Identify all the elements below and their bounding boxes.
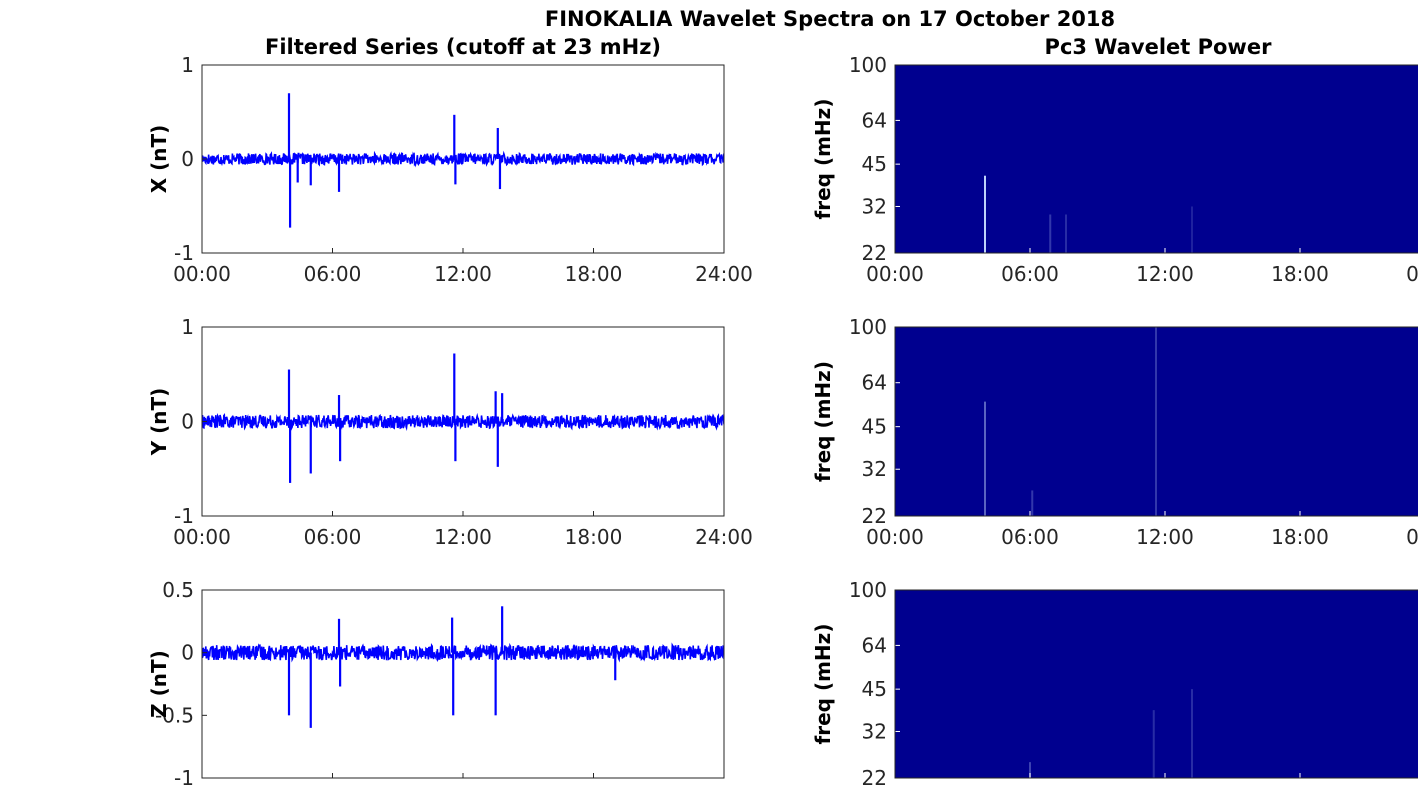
y-tick-label: 64 — [862, 371, 887, 395]
y-axis-label: Z (nT) — [147, 650, 171, 718]
power-feature-0 — [984, 401, 986, 516]
y-tick-label: 1 — [181, 315, 194, 339]
x-tick-label: 06:00 — [1001, 262, 1059, 286]
y-tick-label: 1 — [181, 53, 194, 77]
panels: -1 0 1 X (nT) 00:00 06:00 12:00 18:00 24:00 -1 0 1 Y… — [147, 53, 1418, 788]
figure-title: FINOKALIA Wavelet Spectra on 17 October … — [545, 7, 1115, 31]
panel-filtered-z: -1 -0.5 0 0.5 Z (nT) — [147, 578, 725, 788]
panel-power-y: 22 32 45 64 100 freq (mHz) 00:00 06:00 12:00 18:0… — [811, 315, 1418, 549]
power-feature-2 — [1191, 689, 1193, 778]
y-tick-label: -0.5 — [155, 703, 194, 727]
y-tick-label: 32 — [862, 719, 887, 743]
y-axis-label: Y (nT) — [147, 388, 171, 457]
y-tick-label: 45 — [862, 152, 887, 176]
power-feature-3 — [1191, 206, 1193, 253]
panel-power-x: 22 32 45 64 100 freq (mHz) 00:00 06:00 12:00 18:0… — [811, 53, 1418, 286]
y-axis-label: freq (mHz) — [811, 624, 835, 745]
y-tick-label: 100 — [849, 53, 887, 77]
y-tick-label: 32 — [862, 457, 887, 481]
x-tick-label: 00:00 — [866, 525, 924, 549]
power-feature-0 — [1029, 762, 1031, 778]
panel-filtered-x: -1 0 1 X (nT) 00:00 06:00 12:00 18:00 24:00 — [147, 53, 753, 286]
axes-box — [201, 326, 725, 517]
y-axis-label: freq (mHz) — [811, 99, 835, 220]
power-feature-0 — [984, 175, 986, 253]
y-tick-label: -1 — [174, 766, 194, 788]
series-line — [202, 412, 724, 431]
y-tick-label: 32 — [862, 194, 887, 218]
y-tick-label: -1 — [174, 241, 194, 265]
power-feature-2 — [1065, 214, 1067, 253]
y-tick-label: 45 — [862, 677, 887, 701]
x-tick-label: 12:00 — [1136, 262, 1194, 286]
y-tick-label: 0 — [181, 641, 194, 665]
y-tick-label: -1 — [174, 504, 194, 528]
axes-box — [894, 326, 1418, 517]
y-tick-label: 0.5 — [162, 578, 194, 602]
x-tick-label: 00:00 — [173, 525, 231, 549]
y-tick-label: 22 — [862, 241, 887, 265]
power-map — [895, 65, 1418, 253]
x-tick-label: 06:00 — [304, 525, 362, 549]
x-tick-label: 24:00 — [695, 262, 753, 286]
y-tick-label: 0 — [181, 147, 194, 171]
x-tick-label: 18:00 — [1271, 262, 1329, 286]
power-map — [895, 590, 1418, 778]
y-tick-label: 100 — [849, 315, 887, 339]
plot-area — [202, 590, 724, 778]
panel-filtered-y: -1 0 1 Y (nT) 00:00 06:00 12:00 18:00 24:00 — [147, 315, 753, 549]
x-tick-label: 00:00 — [866, 262, 924, 286]
power-feature-1 — [1049, 214, 1052, 253]
y-tick-label: 64 — [862, 633, 887, 657]
panel-power-z: 22 32 45 64 100 freq (mHz) — [811, 578, 1418, 788]
y-axis-label: X (nT) — [147, 125, 171, 194]
x-tick-label: 06:00 — [304, 262, 362, 286]
power-feature-1 — [1152, 710, 1155, 778]
x-tick-label: 00:00 — [1406, 525, 1418, 549]
x-tick-label: 12:00 — [434, 525, 492, 549]
power-feature-2 — [1155, 327, 1157, 516]
power-map — [895, 327, 1418, 516]
y-axis-label: freq (mHz) — [811, 361, 835, 482]
x-tick-label: 12:00 — [434, 262, 492, 286]
y-tick-label: 64 — [862, 108, 887, 132]
left-column-title: Filtered Series (cutoff at 23 mHz) — [265, 35, 661, 59]
power-feature-1 — [1031, 490, 1034, 516]
y-tick-label: 0 — [181, 410, 194, 434]
x-tick-label: 24:00 — [695, 525, 753, 549]
x-tick-label: 00:00 — [1406, 262, 1418, 286]
x-tick-label: 12:00 — [1136, 525, 1194, 549]
x-tick-label: 18:00 — [565, 525, 623, 549]
right-column-title: Pc3 Wavelet Power — [1045, 35, 1273, 59]
axes-box — [201, 64, 725, 254]
x-tick-label: 00:00 — [173, 262, 231, 286]
y-tick-label: 100 — [849, 578, 887, 602]
y-tick-label: 45 — [862, 415, 887, 439]
y-tick-label: 22 — [862, 504, 887, 528]
x-tick-label: 06:00 — [1001, 525, 1059, 549]
y-tick-label: 22 — [862, 766, 887, 788]
x-tick-label: 18:00 — [1271, 525, 1329, 549]
axes-box — [201, 589, 725, 779]
axes-box — [894, 64, 1418, 254]
x-tick-label: 18:00 — [565, 262, 623, 286]
axes-box — [894, 589, 1418, 779]
